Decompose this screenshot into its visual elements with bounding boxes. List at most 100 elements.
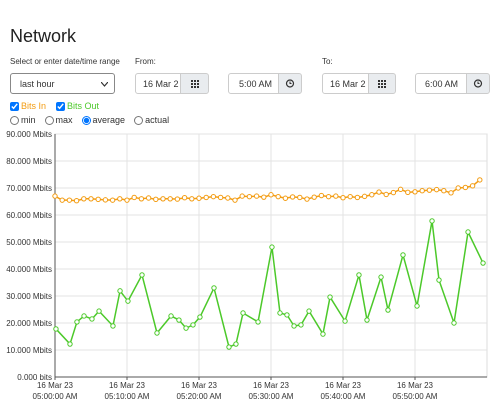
data-point (448, 190, 454, 196)
data-point (196, 195, 202, 201)
mode-radio[interactable] (134, 115, 144, 125)
from-date[interactable]: 16 Mar 2 (135, 73, 181, 94)
data-point (354, 194, 361, 201)
data-point (226, 344, 232, 350)
data-point (419, 188, 425, 194)
to-date[interactable]: 16 Mar 2 (322, 73, 369, 94)
dropdown-arrow (101, 82, 108, 87)
series-checkbox[interactable] (56, 101, 66, 111)
data-point (59, 197, 65, 203)
data-point (376, 189, 382, 195)
data-point (429, 218, 435, 224)
data-point (436, 277, 442, 283)
data-point (400, 252, 406, 258)
data-point (203, 194, 209, 201)
data-point (378, 274, 384, 280)
data-point (333, 193, 339, 199)
data-point (246, 193, 253, 200)
x-tick-label: 05:50:00 AM (393, 392, 438, 401)
to-time-button[interactable] (466, 73, 490, 94)
mode-radio[interactable] (81, 115, 91, 125)
data-point (89, 316, 95, 322)
mode-label: average (92, 115, 126, 125)
mode-option[interactable]: average (81, 115, 126, 125)
data-point (385, 307, 391, 313)
from-time-button[interactable] (278, 73, 302, 94)
data-point (88, 196, 94, 202)
to-date-button[interactable] (368, 73, 396, 94)
from-label: From: (135, 57, 156, 66)
x-tick-label: 05:20:00 AM (177, 392, 222, 401)
data-point (117, 288, 123, 294)
data-point (383, 191, 389, 198)
data-point (364, 317, 370, 323)
data-point (325, 193, 332, 200)
data-point (412, 189, 418, 195)
from-date-button[interactable] (180, 73, 209, 94)
data-point (342, 318, 348, 324)
data-point (197, 314, 203, 320)
x-tick-label: 05:40:00 AM (321, 392, 366, 401)
mode-option[interactable]: actual (134, 115, 169, 125)
series-toggle[interactable]: Bits Out (56, 101, 99, 111)
data-point (451, 320, 457, 326)
data-point (81, 196, 87, 202)
data-point (183, 325, 189, 331)
calendar-icon (191, 80, 199, 88)
mode-option[interactable]: min (10, 115, 36, 125)
mode-radio[interactable] (10, 115, 19, 125)
data-point (240, 310, 246, 316)
clock-icon (285, 79, 295, 88)
data-point (74, 319, 80, 325)
data-point (239, 193, 245, 199)
data-point (426, 187, 433, 193)
data-point (189, 196, 195, 202)
x-tick-label: 05:10:00 AM (105, 392, 150, 401)
data-point (369, 192, 375, 198)
data-point (124, 197, 130, 203)
data-point (311, 194, 317, 200)
data-point (81, 313, 87, 319)
data-point (181, 195, 188, 201)
y-tick-label: 10.000 Mbits (6, 346, 52, 355)
data-point (190, 322, 196, 328)
y-tick-label: 60.000 Mbits (6, 211, 52, 220)
data-point (284, 312, 290, 318)
series-toggle[interactable]: Bits In (10, 101, 46, 111)
data-point (53, 326, 59, 332)
data-point (480, 260, 486, 266)
mode-option[interactable]: max (44, 115, 73, 125)
to-label: To: (322, 57, 333, 66)
data-point (298, 322, 304, 328)
range-label: Select or enter date/time range (10, 57, 120, 66)
series-checkbox[interactable] (10, 101, 19, 111)
data-point (277, 310, 283, 316)
data-point (340, 195, 346, 201)
data-point (289, 194, 296, 200)
data-point (131, 194, 137, 201)
data-point (102, 197, 109, 203)
data-point (233, 341, 239, 347)
from-time[interactable]: 5:00 AM (228, 73, 279, 94)
x-tick-label: 16 Mar 23 (37, 381, 74, 390)
data-point (67, 341, 73, 347)
range-select-value: last hour (20, 79, 55, 89)
mode-label: max (55, 115, 73, 125)
data-point (160, 196, 166, 202)
calendar-icon (378, 80, 386, 88)
data-point (268, 192, 274, 198)
data-point (318, 192, 325, 199)
data-point (95, 196, 101, 203)
x-tick-label: 16 Mar 23 (397, 381, 434, 390)
data-point (117, 196, 123, 202)
series-toggles: Bits In Bits Out (10, 101, 99, 111)
mode-label: actual (145, 115, 170, 125)
range-select[interactable]: last hour (10, 73, 115, 94)
data-point (176, 317, 182, 323)
to-time[interactable]: 6:00 AM (415, 73, 467, 94)
series-toggle-label: Bits Out (67, 101, 100, 111)
x-tick-label: 16 Mar 23 (253, 381, 290, 390)
mode-radio[interactable] (44, 115, 54, 125)
data-point (304, 196, 310, 202)
y-tick-label: 90.000 Mbits (6, 130, 52, 139)
